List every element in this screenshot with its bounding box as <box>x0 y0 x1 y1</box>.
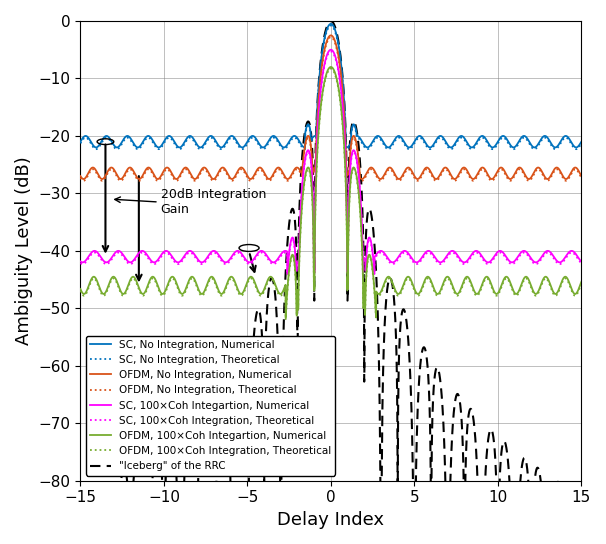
Legend: SC, No Integration, Numerical, SC, No Integration, Theoretical, OFDM, No Integra: SC, No Integration, Numerical, SC, No In… <box>85 336 335 475</box>
Text: 20dB Integration
Gain: 20dB Integration Gain <box>161 188 266 216</box>
Y-axis label: Ambiguity Level (dB): Ambiguity Level (dB) <box>15 157 33 345</box>
X-axis label: Delay Index: Delay Index <box>278 511 384 529</box>
